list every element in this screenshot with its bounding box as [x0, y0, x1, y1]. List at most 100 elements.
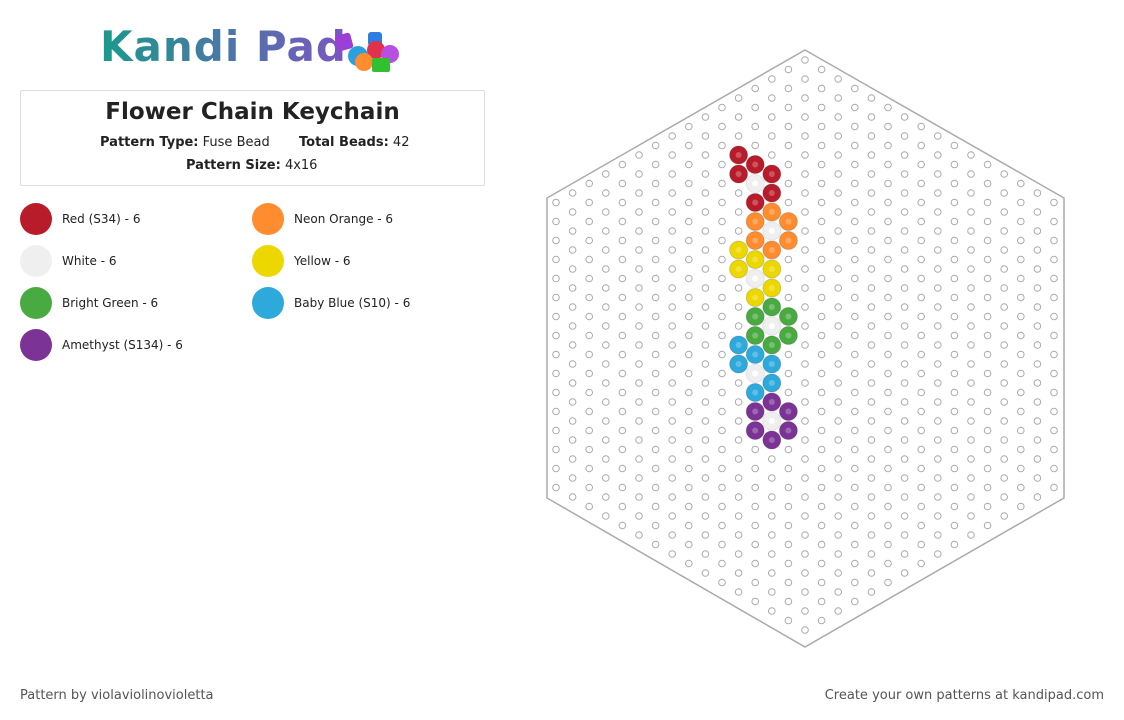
peg	[668, 550, 677, 558]
peg	[1017, 293, 1025, 302]
peg	[718, 293, 726, 302]
peg	[651, 464, 660, 473]
peg	[851, 540, 859, 549]
peg	[618, 483, 627, 492]
peg	[768, 132, 776, 140]
peg	[917, 236, 926, 245]
peg	[568, 265, 577, 273]
peg	[867, 493, 876, 501]
peg	[983, 255, 992, 264]
peg	[585, 502, 594, 511]
pattern-size: Pattern Size: 4x16	[186, 158, 317, 173]
peg	[701, 303, 710, 311]
peg	[718, 540, 726, 549]
legend-label: Amethyst (S134) - 6	[62, 338, 183, 352]
peg	[934, 265, 942, 273]
peg	[602, 246, 610, 254]
peg	[934, 208, 942, 216]
peg	[884, 502, 892, 511]
peg	[784, 274, 793, 283]
peg	[751, 578, 760, 587]
peg	[784, 502, 793, 511]
peg	[1000, 360, 1009, 368]
legend-swatch	[20, 329, 52, 361]
peg	[851, 578, 859, 587]
bead	[745, 288, 765, 307]
peg	[784, 103, 793, 112]
peg	[851, 103, 859, 112]
peg	[618, 255, 627, 264]
peg	[950, 483, 959, 492]
peg	[900, 341, 909, 349]
peg	[917, 407, 926, 416]
peg	[834, 417, 843, 425]
peg	[1017, 331, 1025, 340]
peg	[934, 360, 942, 368]
peg	[884, 274, 892, 283]
bead-hole	[752, 370, 759, 377]
peg	[685, 483, 693, 492]
peg	[618, 198, 627, 207]
peg	[801, 531, 809, 539]
bead-hole	[768, 285, 775, 291]
peg	[784, 445, 793, 454]
peg	[1000, 474, 1009, 482]
peg	[602, 474, 610, 482]
peg	[834, 94, 843, 102]
peg	[967, 265, 975, 273]
peg	[967, 341, 975, 349]
promo-link[interactable]: Create your own patterns at kandipad.com	[824, 688, 1104, 703]
peg	[817, 331, 826, 340]
peg	[751, 540, 760, 549]
peg	[1033, 341, 1042, 349]
peg	[1000, 398, 1009, 406]
bead-hole	[768, 171, 775, 177]
peg	[884, 331, 892, 340]
peg	[585, 369, 594, 378]
peg	[983, 160, 992, 169]
peg	[718, 312, 726, 321]
peg	[701, 208, 710, 216]
peg	[851, 122, 859, 131]
peg	[568, 474, 577, 482]
peg	[701, 322, 710, 330]
logo[interactable]: Kandi Pad	[100, 22, 347, 71]
peg	[983, 445, 992, 454]
peg	[768, 588, 776, 596]
peg	[917, 217, 926, 226]
peg	[801, 132, 809, 140]
bead-hole	[735, 342, 742, 348]
peg	[801, 379, 809, 387]
legend-label: White - 6	[62, 254, 117, 268]
peg	[900, 303, 909, 311]
peg	[801, 569, 809, 577]
peg	[817, 559, 826, 568]
value: 42	[392, 135, 410, 150]
peg	[1050, 407, 1058, 416]
peg	[1017, 464, 1025, 473]
peg	[768, 474, 776, 482]
peg	[751, 559, 760, 568]
bead-hole	[785, 218, 792, 225]
peg	[950, 369, 959, 378]
peg	[618, 160, 627, 169]
bead	[729, 335, 749, 355]
peg	[900, 531, 909, 539]
peg	[950, 388, 959, 397]
bead-hole	[768, 304, 775, 310]
peg	[817, 483, 826, 492]
peg	[950, 255, 959, 264]
peg	[900, 569, 909, 577]
peg	[1000, 170, 1009, 178]
bead	[762, 240, 782, 260]
peg	[635, 455, 643, 463]
label: Total Beads:	[299, 135, 389, 150]
peg	[834, 170, 843, 178]
peg	[950, 350, 959, 359]
peg	[701, 474, 710, 482]
peg	[851, 597, 859, 606]
peg	[817, 578, 826, 587]
peg	[934, 303, 942, 311]
peg	[967, 493, 975, 501]
peg	[817, 369, 826, 378]
